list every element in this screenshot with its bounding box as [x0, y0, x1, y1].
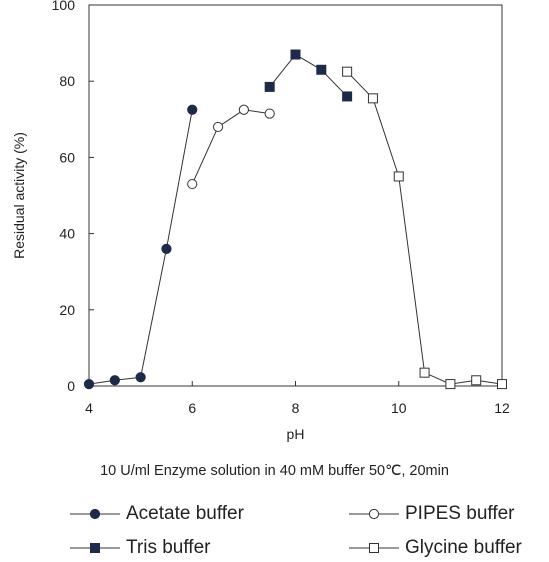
- legend-label-pipes: PIPES buffer: [405, 503, 515, 524]
- legend: Acetate buffer PIPES buffer Tris buffer …: [0, 500, 549, 560]
- data-point-glycine-buffer: [342, 66, 353, 77]
- data-point-acetate-buffer: [83, 378, 95, 390]
- legend-item-pipes: PIPES buffer: [349, 500, 515, 528]
- data-point-glycine-buffer: [393, 171, 404, 182]
- legend-item-glycine: Glycine buffer: [349, 534, 522, 562]
- data-point-pipes-buffer: [264, 108, 275, 119]
- data-point-glycine-buffer: [445, 379, 456, 390]
- y-tick-label: 100: [52, 0, 76, 13]
- legend-marker-tris: [70, 543, 120, 553]
- data-point-glycine-buffer: [471, 375, 482, 386]
- y-axis: 0 20 40 60 80 100: [52, 0, 94, 394]
- series-lines: [88, 53, 503, 385]
- series-line-pipes-buffer: [191, 109, 270, 185]
- legend-item-tris: Tris buffer: [70, 534, 210, 562]
- x-tick-label: 6: [188, 400, 196, 416]
- chart-caption: 10 U/ml Enzyme solution in 40 mM buffer …: [100, 463, 449, 479]
- legend-label-tris: Tris buffer: [126, 537, 211, 558]
- data-point-acetate-buffer: [109, 375, 120, 386]
- data-point-tris-buffer: [342, 91, 353, 102]
- legend-marker-acetate: [70, 508, 120, 520]
- data-point-acetate-buffer: [187, 104, 198, 115]
- y-tick-label: 0: [67, 378, 75, 394]
- data-point-pipes-buffer: [187, 178, 198, 190]
- data-point-tris-buffer: [264, 81, 275, 92]
- series-line-acetate-buffer: [88, 109, 193, 385]
- data-point-acetate-buffer: [161, 243, 172, 254]
- x-tick-label: 10: [391, 400, 407, 416]
- data-point-pipes-buffer: [238, 104, 249, 115]
- legend-marker-pipes: [349, 508, 399, 520]
- data-point-tris-buffer: [316, 64, 327, 75]
- series-line-glycine-buffer: [346, 71, 503, 385]
- legend-label-glycine: Glycine buffer: [405, 537, 522, 558]
- data-point-glycine-buffer: [419, 367, 430, 378]
- y-tick-label: 80: [59, 73, 75, 89]
- legend-label-acetate: Acetate buffer: [126, 503, 244, 524]
- data-point-glycine-buffer: [367, 93, 378, 104]
- y-tick-label: 40: [59, 226, 75, 242]
- x-tick-label: 8: [292, 400, 300, 416]
- y-axis-title: Residual activity (%): [11, 132, 27, 259]
- data-point-acetate-buffer: [135, 372, 146, 383]
- legend-item-acetate: Acetate buffer: [70, 500, 244, 528]
- x-axis-title: pH: [287, 426, 305, 442]
- x-tick-label: 12: [494, 400, 510, 416]
- y-tick-label: 60: [59, 149, 75, 165]
- activity-chart: 4 6 8 10 12 0 20 40 60 80 100 pH Residual activit…: [11, 0, 510, 442]
- data-point-glycine-buffer: [497, 379, 507, 390]
- series-line-tris-buffer: [269, 53, 348, 97]
- x-axis: 4 6 8 10 12: [85, 381, 510, 416]
- data-point-tris-buffer: [290, 49, 301, 60]
- x-tick-label: 4: [85, 400, 93, 416]
- legend-marker-glycine: [349, 543, 399, 553]
- y-tick-label: 20: [59, 302, 75, 318]
- series-markers: [83, 49, 507, 390]
- plot-frame: [88, 4, 503, 387]
- data-point-pipes-buffer: [212, 121, 224, 133]
